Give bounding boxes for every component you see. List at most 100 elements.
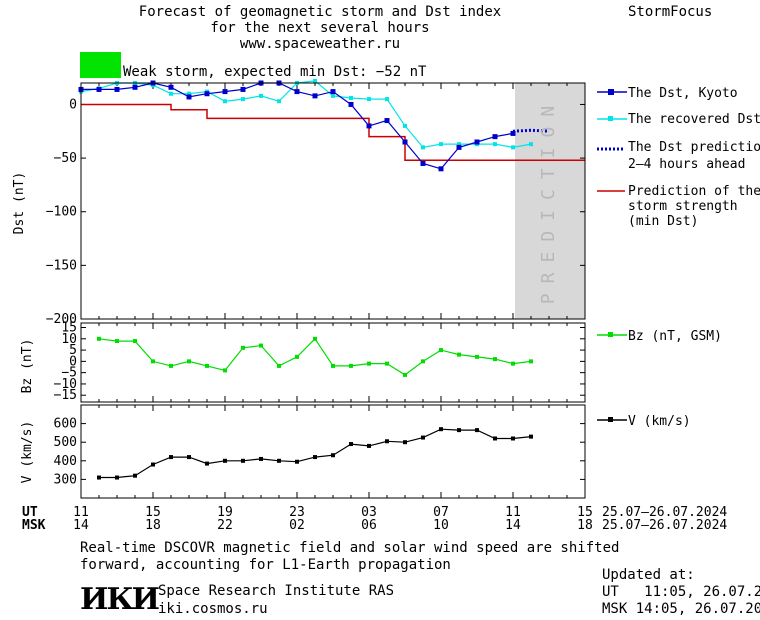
dst-series: [78, 78, 585, 172]
speed-line: [99, 428, 532, 479]
recovered-dst-point: [367, 97, 371, 102]
bz-point: [205, 363, 209, 368]
ut-tick-label: 03: [361, 505, 377, 520]
bz-point: [457, 352, 461, 357]
recovered-dst-point: [385, 97, 389, 102]
bz-point: [421, 359, 425, 364]
legend-recovered-marker: [608, 116, 613, 121]
legend-kyoto-marker: [608, 89, 614, 95]
bz-point: [349, 363, 353, 368]
iki-logo: ИКИ: [80, 582, 160, 617]
speed-point: [241, 458, 245, 463]
ut-tick-label: 11: [73, 505, 89, 520]
recovered-dst-point: [529, 142, 533, 147]
recovered-dst-point: [313, 78, 317, 83]
y-tick-label: 600: [54, 417, 77, 432]
y-tick-label: −10: [54, 377, 77, 392]
y-tick-label: 0: [69, 97, 77, 112]
recovered-dst-point: [421, 145, 425, 150]
msk-tick-label: 18: [577, 518, 593, 533]
prediction-zone: [515, 83, 585, 319]
speed-point: [331, 453, 335, 458]
msk-tick-label: 02: [289, 518, 305, 533]
storm-strength-line: [81, 103, 585, 161]
kyoto-dst-point: [420, 160, 426, 166]
kyoto-dst-point: [96, 86, 102, 92]
institute-site[interactable]: iki.cosmos.ru: [158, 601, 268, 617]
ut-tick-label: 23: [289, 505, 305, 520]
msk-tick-label: 10: [433, 518, 449, 533]
kyoto-dst-line: [81, 82, 514, 170]
legend-prediction-label-2: 2–4 hours ahead: [628, 157, 745, 172]
legend-bz-label: Bz (nT, GSM): [628, 329, 722, 344]
bz-y-axis-label: Bz (nT): [20, 339, 35, 394]
recovered-dst-point: [187, 91, 191, 96]
prediction-watermark: PREDICTION: [538, 96, 559, 304]
bz-point: [259, 343, 263, 348]
updated-label: Updated at:: [602, 567, 695, 583]
msk-axis-label: MSK: [22, 518, 46, 533]
kyoto-dst-point: [186, 94, 192, 100]
recovered-dst-point: [493, 142, 497, 147]
kyoto-dst-point: [474, 139, 480, 145]
bz-point: [151, 359, 155, 364]
kyoto-dst-point: [492, 134, 498, 140]
speed-point: [475, 428, 479, 433]
v-legend: V (km/s): [597, 414, 691, 429]
recovered-dst-point: [511, 145, 515, 150]
speed-point: [349, 442, 353, 447]
msk-date-range: 25.07–26.07.2024: [602, 518, 727, 533]
kyoto-dst-point: [312, 93, 318, 99]
storm-level-swatch: [80, 52, 121, 78]
bz-series: [97, 336, 533, 377]
recovered-dst-point: [331, 93, 335, 98]
bz-point: [97, 336, 101, 341]
bz-point: [133, 339, 137, 344]
recovered-dst-point: [439, 142, 443, 147]
bz-point: [367, 361, 371, 366]
recovered-dst-point: [241, 97, 245, 102]
time-axis: UT MSK 25.07–26.07.2024 25.07–26.07.2024…: [22, 505, 727, 533]
bz-point: [241, 345, 245, 350]
dst-panel-frame: [80, 82, 586, 320]
v-panel-frame: [80, 404, 586, 499]
brand-name: StormFocus: [628, 4, 713, 20]
y-tick-label: −100: [46, 205, 77, 220]
kyoto-dst-point: [330, 89, 336, 95]
speed-point: [151, 462, 155, 467]
speed-point: [367, 443, 371, 448]
speed-point: [97, 475, 101, 480]
v-y-axis-label: V (km/s): [20, 421, 35, 484]
y-tick-label: −150: [46, 258, 77, 273]
speed-point: [295, 459, 299, 464]
msk-tick-label: 14: [505, 518, 521, 533]
speed-point: [493, 436, 497, 441]
bz-point: [511, 361, 515, 366]
source-url[interactable]: www.spaceweather.ru: [239, 36, 401, 52]
y-tick-label: 0: [69, 354, 77, 369]
kyoto-dst-point: [132, 84, 138, 90]
ut-date-range: 25.07–26.07.2024: [602, 505, 727, 520]
footnote-line-1: Real-time DSCOVR magnetic field and sola…: [80, 540, 620, 556]
y-tick-label: −50: [54, 151, 77, 166]
y-tick-label: 5: [69, 343, 77, 358]
speed-point: [421, 435, 425, 440]
ut-tick-label: 15: [577, 505, 593, 520]
ut-tick-label: 19: [217, 505, 233, 520]
y-tick-label: −200: [46, 312, 77, 327]
kyoto-dst-point: [384, 118, 390, 124]
legend-recovered-label: The recovered Dst: [628, 112, 760, 127]
bz-legend: Bz (nT, GSM): [597, 329, 722, 344]
bz-point: [403, 372, 407, 377]
kyoto-dst-point: [510, 130, 516, 136]
recovered-dst-line: [80, 80, 532, 149]
bz-point: [169, 363, 173, 368]
v-panel: 300 400 500 600 V (km/s): [20, 404, 586, 499]
kyoto-dst-point: [456, 144, 462, 150]
recovered-dst-point: [223, 99, 227, 104]
kyoto-dst-point: [366, 123, 372, 129]
kyoto-dst-point: [348, 101, 354, 107]
chart-title: Forecast of geomagnetic storm and Dst in…: [138, 4, 502, 20]
bz-point: [277, 363, 281, 368]
